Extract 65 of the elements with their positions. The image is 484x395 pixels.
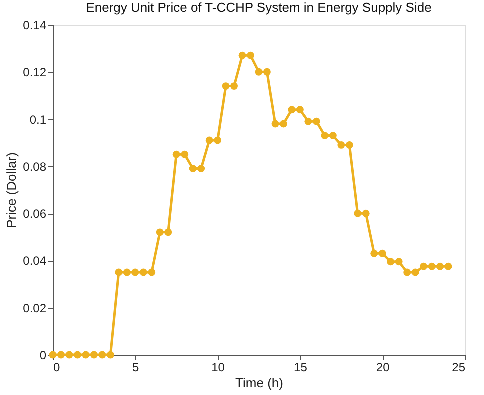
point: [436, 262, 444, 270]
point: [329, 132, 337, 140]
chart-title: Energy Unit Price of T-CCHP System in Energy Supply Side: [86, 0, 432, 15]
point: [354, 210, 362, 218]
y-tick-label: 0.1: [30, 112, 47, 127]
point: [272, 120, 280, 128]
y-tick-label: 0.02: [23, 301, 47, 316]
point: [395, 258, 403, 266]
point: [428, 262, 436, 270]
point: [362, 210, 370, 218]
x-tick-label: 25: [452, 360, 466, 374]
point: [304, 118, 312, 126]
point: [444, 262, 452, 270]
point: [123, 268, 131, 276]
point: [115, 268, 123, 276]
x-axis-title: Time (h): [236, 376, 284, 390]
point: [412, 268, 420, 276]
x-tick-label: 5: [132, 360, 140, 374]
point: [346, 142, 354, 149]
point: [140, 268, 148, 276]
y-tick-label: 0.14: [23, 18, 47, 32]
point: [230, 82, 238, 90]
point: [98, 351, 106, 359]
y-tick-label: 0.12: [23, 66, 47, 80]
point: [206, 136, 214, 144]
point: [148, 268, 156, 276]
point: [164, 228, 172, 236]
point: [222, 82, 230, 90]
point: [58, 351, 65, 359]
point: [82, 351, 90, 359]
point: [378, 250, 386, 258]
point: [214, 136, 222, 144]
point: [132, 268, 140, 276]
point: [321, 132, 329, 140]
x-tick-label: 20: [376, 360, 390, 374]
point: [312, 118, 320, 126]
point: [156, 228, 164, 236]
point: [387, 258, 395, 266]
x-tick-label: 10: [212, 360, 226, 374]
point: [264, 68, 271, 76]
y-tick-label: 0: [40, 348, 47, 362]
point: [296, 106, 304, 114]
y-tick-label: 0.06: [23, 207, 47, 222]
point: [172, 150, 180, 158]
x-tick-label: 0: [54, 360, 60, 374]
x-tick-label: 15: [294, 360, 308, 374]
point: [198, 165, 206, 172]
point: [280, 120, 288, 128]
point: [74, 351, 82, 359]
point: [106, 351, 114, 359]
point: [420, 262, 428, 270]
point: [288, 106, 296, 114]
point: [189, 165, 197, 172]
point: [247, 52, 254, 60]
point: [404, 268, 412, 276]
point: [90, 351, 98, 359]
point: [255, 68, 263, 76]
point: [370, 250, 378, 258]
y-tick-label: 0.08: [23, 160, 47, 174]
y-tick-label: 0.04: [23, 254, 47, 268]
point: [181, 150, 189, 158]
point: [66, 351, 74, 359]
point: [238, 52, 246, 60]
point: [338, 142, 346, 149]
y-axis-title: Price (Dollar): [4, 152, 20, 228]
